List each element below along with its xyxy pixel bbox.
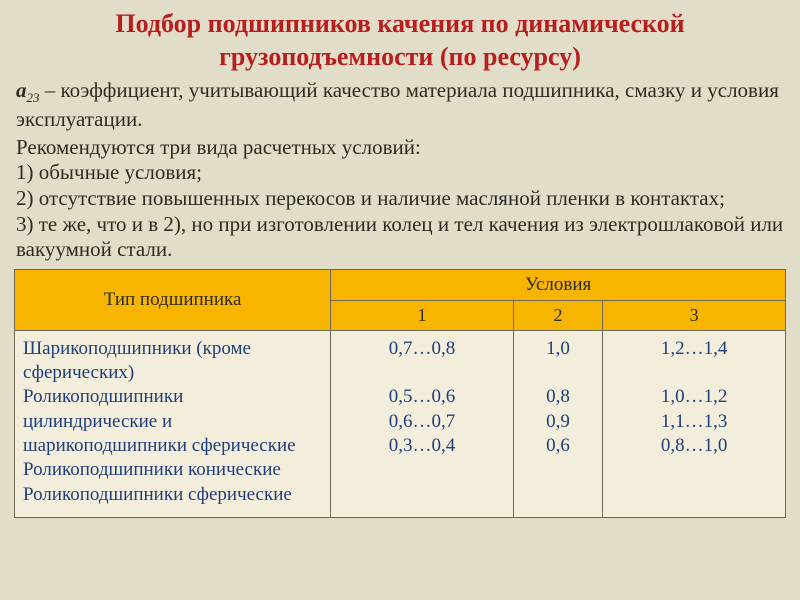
table-header-row-1: Тип подшипника Условия [15,269,786,300]
col-cond-3: 3 [603,300,786,330]
value: 0,8…1,0 [611,434,777,458]
slide: Подбор подшипников качения по динамическ… [0,0,800,600]
value-cell-c3: 1,2…1,4 1,0…1,2 1,1…1,3 0,8…1,0 [603,330,786,517]
col-type-header: Тип подшипника [15,269,331,330]
col-conditions-header: Условия [331,269,786,300]
value: 0,3…0,4 [339,434,505,458]
col-cond-1: 1 [331,300,514,330]
condition-1: 1) обычные условия; [16,160,784,186]
value: 1,0…1,2 [611,385,777,409]
coef-subscript: 23 [27,90,40,105]
type-cell: Шарикоподшипники (кроме сферических) Рол… [15,330,331,517]
table-row: Шарикоподшипники (кроме сферических) Рол… [15,330,786,517]
value: 1,1…1,3 [611,410,777,434]
coef-symbol: a [16,78,27,102]
value: 0,6…0,7 [339,410,505,434]
value: 0,6 [522,434,594,458]
condition-3: 3) те же, что и в 2), но при изготовлени… [16,212,784,263]
coefficient-definition: a23 – коэффициент, учитывающий качество … [16,77,784,133]
value: 1,0 [522,337,594,361]
type-name: Шарикоподшипники (кроме сферических) [23,337,322,386]
value-cell-c2: 1,0 0,8 0,9 0,6 [513,330,602,517]
type-name: Роликоподшипники конические [23,458,322,482]
coefficients-table: Тип подшипника Условия 1 2 3 Шарикоподши… [14,269,786,518]
value: 0,7…0,8 [339,337,505,361]
type-name: Роликоподшипники сферические [23,483,322,507]
coef-desc: коэффициент, учитывающий качество матери… [16,78,779,131]
value: 1,2…1,4 [611,337,777,361]
conditions-intro: Рекомендуются три вида расчетных условий… [16,135,784,161]
value: 0,9 [522,410,594,434]
value: 0,5…0,6 [339,385,505,409]
type-name: Роликоподшипники цилиндрические и шарико… [23,385,322,458]
condition-2: 2) отсутствие повышенных перекосов и нал… [16,186,784,212]
page-title: Подбор подшипников качения по динамическ… [14,8,786,73]
value-cell-c1: 0,7…0,8 0,5…0,6 0,6…0,7 0,3…0,4 [331,330,514,517]
coef-dash: – [40,78,61,102]
value: 0,8 [522,385,594,409]
col-cond-2: 2 [513,300,602,330]
